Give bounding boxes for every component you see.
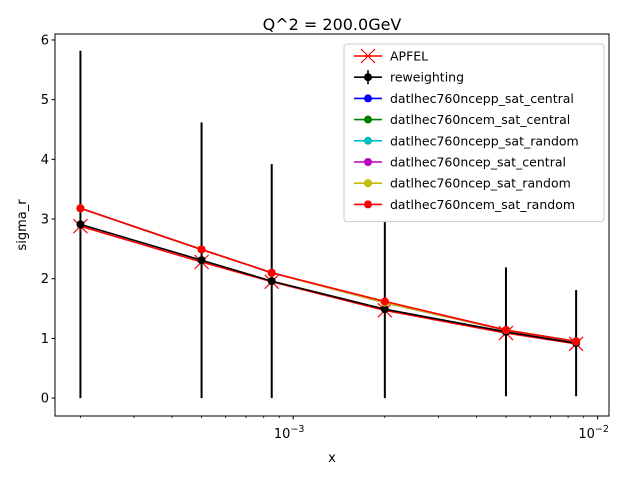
y-tick-label: 0 bbox=[41, 392, 49, 407]
series-line bbox=[80, 207, 577, 343]
series-line bbox=[80, 207, 577, 343]
data-point bbox=[501, 326, 510, 335]
legend-label: APFEL bbox=[390, 49, 428, 64]
y-axis-title: sigma_r bbox=[15, 199, 30, 251]
legend-marker bbox=[364, 136, 372, 145]
legend-marker bbox=[364, 94, 372, 103]
axis-ticks: 0 1 2 3 4 5 6 10−3 10−2 bbox=[41, 33, 609, 442]
series-line bbox=[80, 207, 577, 343]
data-point bbox=[380, 305, 389, 314]
chart-title: Q^2 = 200.0GeV bbox=[263, 15, 402, 34]
legend-marker bbox=[364, 200, 372, 209]
data-point bbox=[197, 245, 206, 254]
legend-entry: datlhec760ncepp_sat_random bbox=[354, 133, 579, 148]
legend-entry: datlhec760ncem_sat_random bbox=[354, 197, 575, 212]
series-datlhec760ncep_sat_central bbox=[76, 204, 581, 346]
legend-entry: datlhec760ncep_sat_central bbox=[354, 155, 566, 170]
data-point bbox=[76, 204, 85, 213]
legend-entry: APFEL bbox=[354, 49, 428, 64]
series-datlhec760ncepp_sat_random bbox=[76, 204, 581, 346]
series-datlhec760ncepp_sat_central bbox=[76, 204, 581, 346]
data-point bbox=[267, 277, 276, 286]
x-axis-title: x bbox=[328, 451, 336, 466]
legend-marker bbox=[360, 48, 376, 64]
data-point bbox=[197, 256, 206, 265]
legend-marker bbox=[364, 158, 372, 166]
y-tick-label: 1 bbox=[41, 332, 49, 347]
legend-entry: reweighting bbox=[354, 70, 464, 85]
series-datlhec760ncep_sat_random bbox=[76, 204, 581, 346]
x-tick-label: 10−2 bbox=[578, 424, 609, 442]
legend-entry: datlhec760ncep_sat_random bbox=[354, 176, 571, 191]
y-tick-label: 3 bbox=[41, 213, 49, 228]
series-line bbox=[80, 207, 577, 343]
series-datlhec760ncem_sat_central bbox=[76, 204, 581, 346]
legend-label: reweighting bbox=[390, 70, 464, 85]
legend-label: datlhec760ncep_sat_central bbox=[390, 155, 566, 170]
data-point bbox=[380, 297, 389, 306]
legend: APFEL reweighting datlhec760ncepp_sat_cent… bbox=[343, 43, 605, 223]
legend-label: datlhec760ncem_sat_central bbox=[390, 112, 570, 127]
legend-entry: datlhec760ncem_sat_central bbox=[354, 112, 570, 127]
legend-label: datlhec760ncepp_sat_random bbox=[390, 133, 579, 148]
legend-label: datlhec760ncem_sat_random bbox=[390, 197, 575, 212]
data-point bbox=[267, 268, 276, 277]
y-tick-label: 6 bbox=[41, 33, 49, 48]
legend-label: datlhec760ncep_sat_random bbox=[390, 176, 571, 191]
legend-entry: datlhec760ncepp_sat_central bbox=[354, 91, 574, 106]
legend-marker bbox=[364, 73, 372, 82]
y-tick-label: 5 bbox=[41, 93, 49, 108]
x-tick-label: 10−3 bbox=[274, 424, 305, 442]
series-line bbox=[80, 207, 577, 343]
series-line bbox=[80, 207, 577, 343]
series-line bbox=[80, 223, 577, 344]
data-point bbox=[572, 337, 581, 346]
y-tick-label: 2 bbox=[41, 272, 49, 287]
series-line bbox=[80, 225, 577, 345]
plot-area bbox=[73, 50, 584, 399]
series-datlhec760ncem_sat_random bbox=[76, 204, 581, 346]
data-point bbox=[76, 220, 85, 229]
legend-marker bbox=[364, 115, 372, 124]
y-tick-label: 4 bbox=[41, 153, 49, 168]
legend-label: datlhec760ncepp_sat_central bbox=[390, 91, 574, 106]
axes-frame bbox=[54, 33, 610, 417]
legend-box bbox=[343, 43, 605, 223]
legend-marker bbox=[364, 179, 372, 188]
